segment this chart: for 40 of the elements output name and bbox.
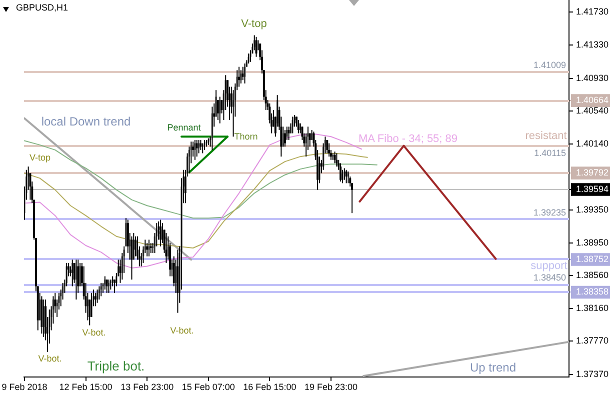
x-tick-label: 13 Feb 23:00 <box>120 382 174 392</box>
x-tick-label: 9 Feb 2018 <box>2 382 48 392</box>
y-tick-label: 1.38358 <box>576 286 609 297</box>
annotation: Triple bot. <box>87 358 145 374</box>
y-tick-label: 1.41730 <box>576 6 609 16</box>
y-tick-label: 1.37770 <box>576 336 609 346</box>
y-tick-label: 1.38560 <box>576 270 609 280</box>
ref-line-label: 1.39235 <box>533 207 566 218</box>
y-tick-label: 1.39594 <box>576 184 609 194</box>
annotation: local Down trend <box>41 114 131 128</box>
annotation: Up trend <box>470 360 516 374</box>
annotation: V-top <box>241 18 267 30</box>
y-tick-label: 1.40664 <box>576 95 609 106</box>
annotation: MA Fibo - 34; 55; 89 <box>358 133 458 146</box>
ref-line-label: 1.40115 <box>534 148 566 158</box>
y-tick-label: 1.39792 <box>576 168 609 178</box>
annotation: Thorn <box>234 131 258 142</box>
y-tick-label: 1.40140 <box>576 138 609 149</box>
y-tick-label: 1.39350 <box>576 204 609 214</box>
ref-line-label: 1.41009 <box>533 60 566 70</box>
x-tick-label: 12 Feb 15:00 <box>59 382 112 392</box>
x-tick-label: 15 Feb 07:00 <box>182 382 235 392</box>
y-tick-label: 1.38950 <box>576 238 609 248</box>
y-tick-label: 1.41330 <box>576 40 609 50</box>
annotation: Pennant <box>167 122 202 132</box>
y-tick-label: 1.38752 <box>576 254 609 264</box>
ref-line-label: 1.38450 <box>533 272 566 283</box>
y-tick-label: 1.38160 <box>576 303 609 314</box>
y-tick-label: 1.40930 <box>576 72 609 83</box>
annotation: V-bot. <box>38 353 62 364</box>
annotation: V-bot. <box>82 327 106 338</box>
x-tick-label: 19 Feb 23:00 <box>304 382 358 392</box>
annotation: V-bot. <box>170 325 194 336</box>
y-tick-label: 1.37370 <box>576 368 609 379</box>
annotation: V-top <box>29 152 51 162</box>
annotation: support <box>530 260 568 272</box>
x-tick-label: 16 Feb 15:00 <box>243 382 296 392</box>
chart-title: GBPUSD,H1 <box>16 2 68 12</box>
annotation: resistant <box>525 130 567 142</box>
y-tick-label: 1.40540 <box>576 105 609 116</box>
